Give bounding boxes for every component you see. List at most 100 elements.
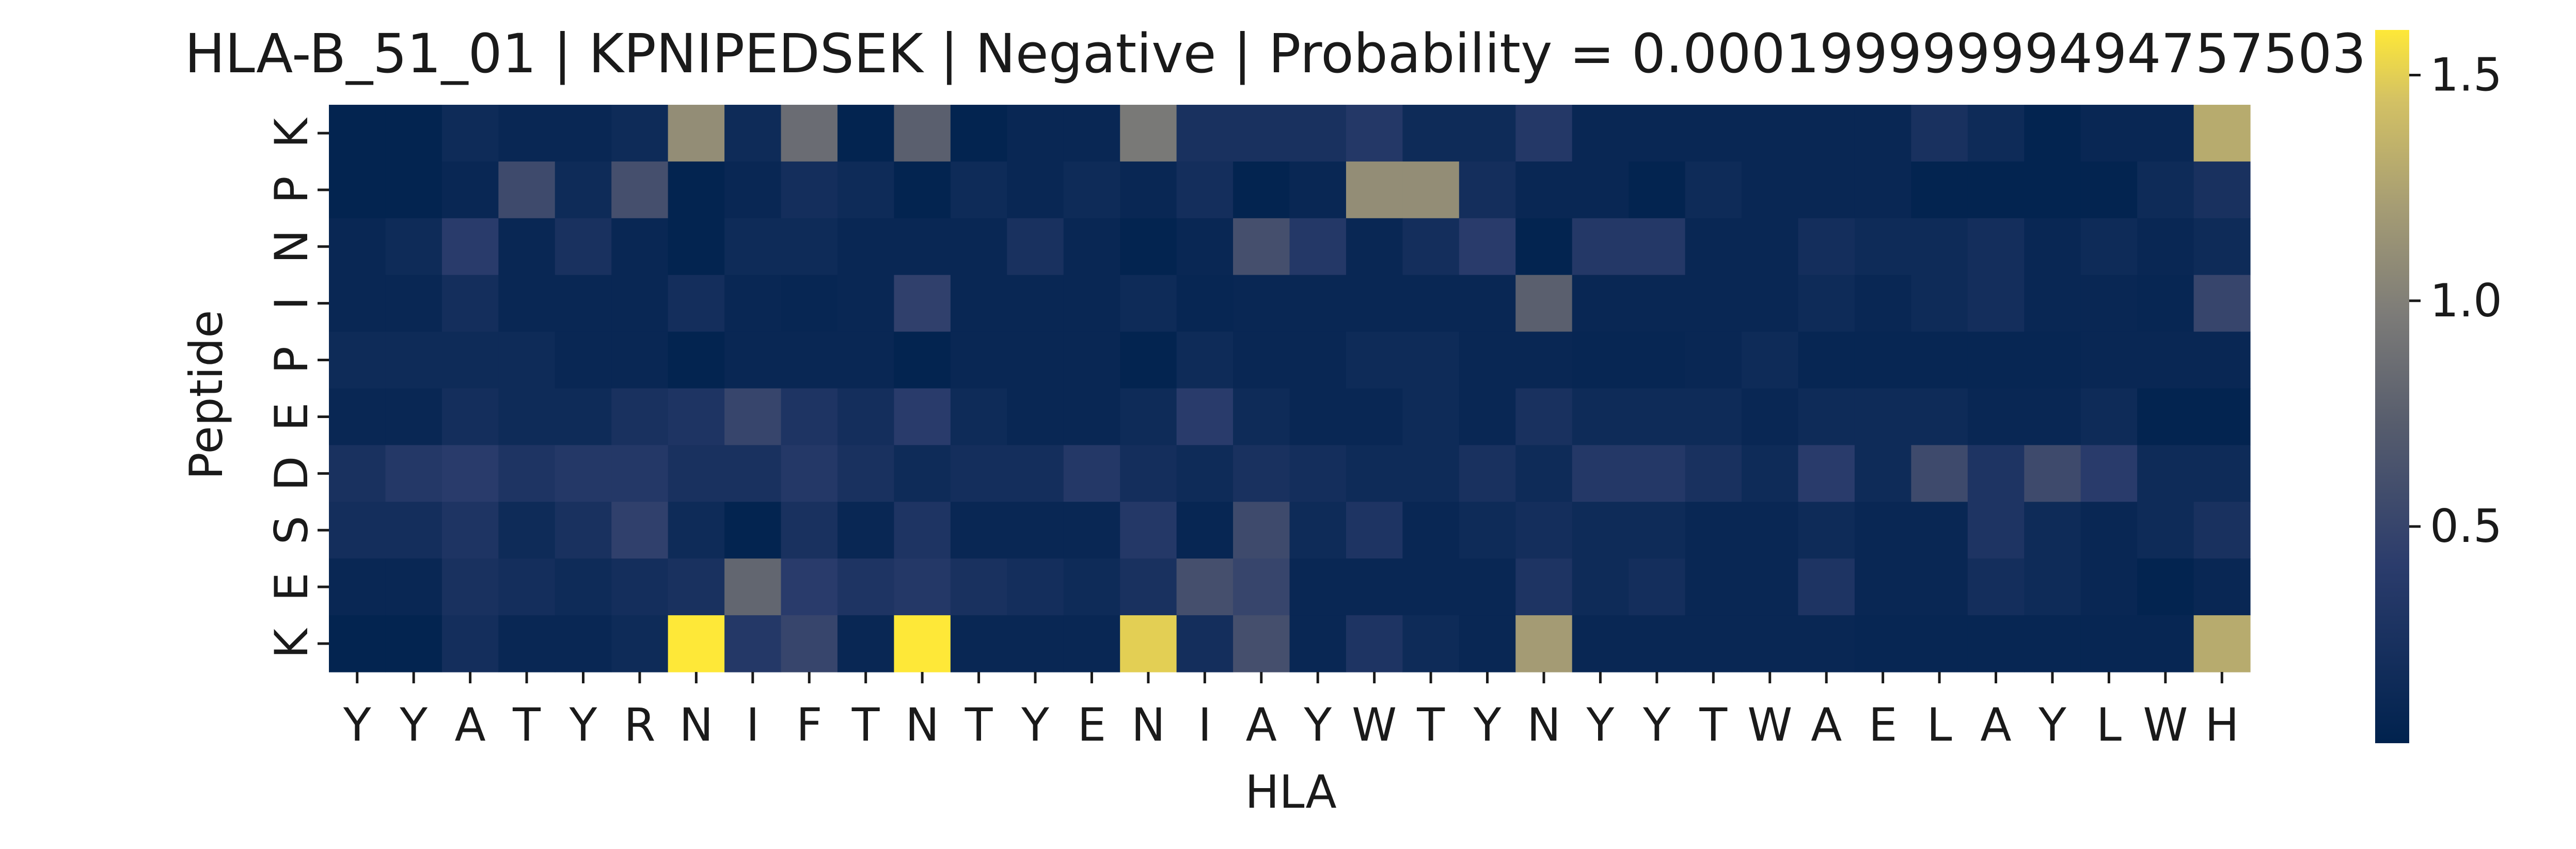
heatmap-cell	[1572, 331, 1629, 389]
heatmap-cell	[1572, 445, 1629, 502]
heatmap-cell	[668, 161, 725, 219]
heatmap-cell	[1742, 388, 1799, 445]
heatmap-cell	[1629, 161, 1686, 219]
heatmap-cell	[1967, 558, 2025, 616]
heatmap-cell	[1176, 161, 1234, 219]
heatmap-cell	[1402, 558, 1460, 616]
heatmap-cell	[1120, 105, 1177, 162]
heatmap-cell	[1007, 275, 1064, 332]
heatmap-cell	[498, 558, 556, 616]
heatmap-cell	[1685, 388, 1742, 445]
heatmap-cell	[1515, 331, 1573, 389]
y-tick-label: N	[265, 230, 318, 264]
heatmap-cell	[1120, 275, 1177, 332]
heatmap-cell	[1629, 275, 1686, 332]
heatmap-cell	[1459, 161, 1516, 219]
heatmap-cell	[498, 388, 556, 445]
heatmap-cell	[441, 445, 499, 502]
heatmap-cell	[1176, 388, 1234, 445]
heatmap-cell	[2137, 218, 2194, 276]
heatmap-cell	[1176, 445, 1234, 502]
heatmap-cell	[1685, 615, 1742, 672]
heatmap-cell	[1459, 502, 1516, 559]
heatmap-cell	[1289, 161, 1347, 219]
x-tick-label: H	[2205, 698, 2239, 751]
heatmap-cell	[1798, 502, 1855, 559]
heatmap-cell	[894, 218, 951, 276]
heatmap-cell	[1233, 331, 1290, 389]
heatmap-cell	[668, 218, 725, 276]
heatmap-cell	[2080, 558, 2138, 616]
heatmap-cell	[1007, 388, 1064, 445]
x-tick-label: R	[624, 698, 655, 751]
heatmap-cell	[2080, 388, 2138, 445]
heatmap-cell	[1685, 105, 1742, 162]
heatmap-cell	[1289, 275, 1347, 332]
heatmap-cell	[837, 502, 895, 559]
heatmap-cell	[781, 331, 838, 389]
heatmap-cell	[2137, 331, 2194, 389]
heatmap-cell	[329, 105, 386, 162]
heatmap-cell	[1629, 502, 1686, 559]
heatmap-cell	[1459, 105, 1516, 162]
heatmap-cell	[894, 445, 951, 502]
y-tick-label: P	[265, 176, 318, 203]
x-tick-label: A	[455, 698, 486, 751]
heatmap-cell	[1854, 105, 1911, 162]
heatmap-cell	[441, 218, 499, 276]
heatmap-cell	[1233, 161, 1290, 219]
heatmap-cell	[2080, 445, 2138, 502]
heatmap-cell	[498, 105, 556, 162]
heatmap-cell	[2080, 105, 2138, 162]
heatmap-cell	[724, 275, 782, 332]
heatmap-cell	[2137, 388, 2194, 445]
heatmap-cell	[1911, 445, 1968, 502]
heatmap-cell	[555, 388, 612, 445]
heatmap-cell	[1176, 105, 1234, 162]
heatmap-cell	[1629, 331, 1686, 389]
heatmap-cell	[441, 275, 499, 332]
heatmap-cell	[1063, 218, 1120, 276]
heatmap-cell	[1402, 615, 1460, 672]
heatmap-cell	[1742, 502, 1799, 559]
heatmap-cell	[1967, 615, 2025, 672]
heatmap-cell	[950, 218, 1007, 276]
heatmap-cell	[1911, 218, 1968, 276]
heatmap-cell	[2080, 502, 2138, 559]
heatmap-cell	[498, 615, 556, 672]
x-tick-label: N	[905, 698, 939, 751]
x-tick-label: N	[679, 698, 713, 751]
heatmap-cell	[668, 275, 725, 332]
heatmap-cell	[1911, 502, 1968, 559]
heatmap-cell	[441, 105, 499, 162]
heatmap-cell	[1233, 218, 1290, 276]
heatmap-cell	[1346, 445, 1403, 502]
x-tick-label: A	[1980, 698, 2011, 751]
heatmap-cell	[1402, 218, 1460, 276]
heatmap-cell	[894, 615, 951, 672]
heatmap-cell	[1120, 445, 1177, 502]
heatmap-cell	[1572, 615, 1629, 672]
heatmap-cell	[1233, 615, 1290, 672]
heatmap-cell	[329, 161, 386, 219]
heatmap-cell	[1572, 218, 1629, 276]
heatmap-cell	[1063, 161, 1120, 219]
heatmap-cell	[1120, 218, 1177, 276]
heatmap-cell	[1515, 218, 1573, 276]
heatmap-cell	[1685, 275, 1742, 332]
heatmap-cell	[781, 161, 838, 219]
heatmap-cell	[1007, 331, 1064, 389]
heatmap-cell	[950, 558, 1007, 616]
heatmap-cell	[1515, 161, 1573, 219]
heatmap-cell	[1063, 615, 1120, 672]
heatmap-cell	[1685, 502, 1742, 559]
x-tick-label: L	[2096, 698, 2122, 751]
heatmap-cell	[894, 331, 951, 389]
heatmap-cell	[1176, 275, 1234, 332]
heatmap-cell	[1459, 388, 1516, 445]
heatmap-cell	[1459, 218, 1516, 276]
heatmap-cell	[1346, 615, 1403, 672]
heatmap-cell	[1742, 615, 1799, 672]
heatmap-cell	[385, 105, 442, 162]
heatmap-cell	[1967, 218, 2025, 276]
